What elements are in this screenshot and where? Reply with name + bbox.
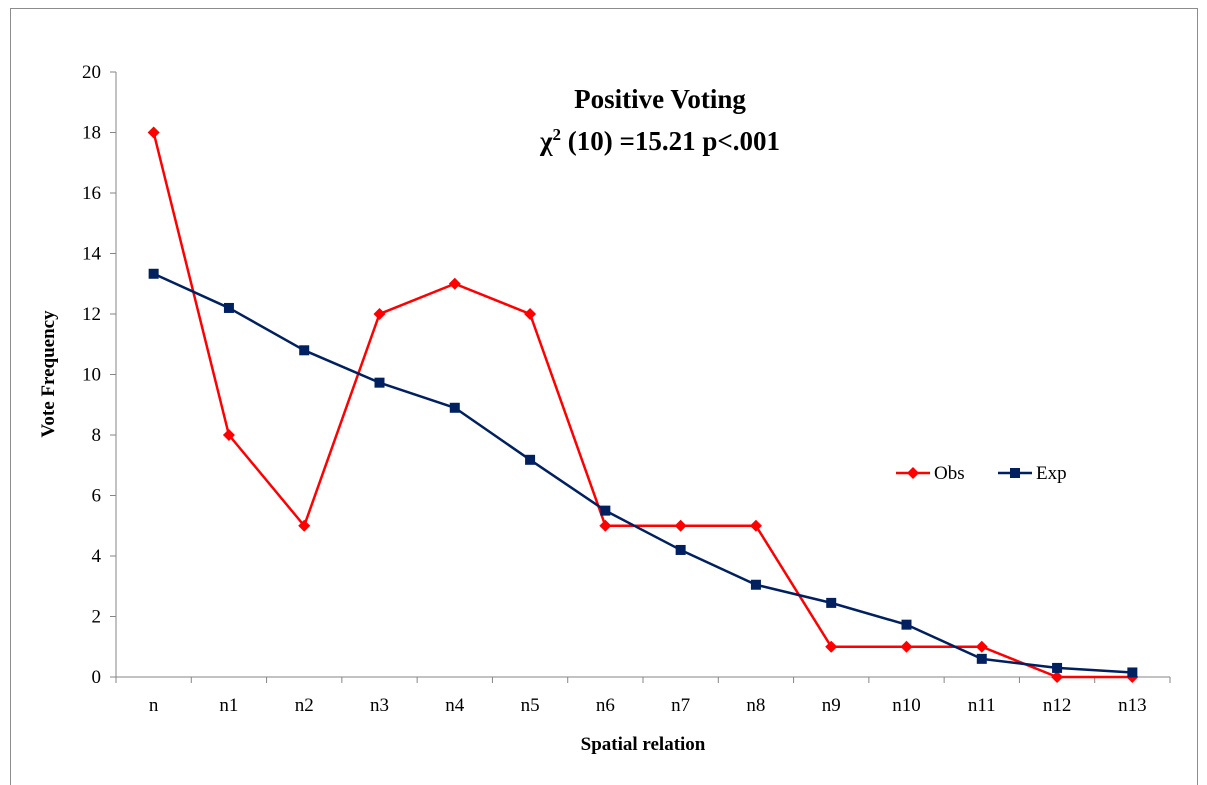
chart-title: Positive Voting [574,84,746,114]
y-tick-label: 4 [92,546,102,567]
x-tick-labels: n n1 n2 n3 n4 n5 n6 n7 n8 n9 n10 n11 n12 n13 [149,695,1147,716]
data-point-obs [373,308,386,320]
data-point-exp [976,653,987,664]
x-tick-label: n5 [521,695,540,716]
y-tick-label: 8 [92,425,102,446]
data-point-exp [600,505,611,516]
data-point-obs [222,429,235,441]
y-tick-label: 14 [82,244,102,265]
legend-label: Obs [934,463,965,484]
x-tick-label: n12 [1043,695,1072,716]
data-point-exp [148,268,159,279]
x-tick-label: n9 [822,695,841,716]
data-point-exp [750,579,761,590]
legend-marker [1010,468,1020,478]
data-point-obs [599,519,612,532]
data-point-obs [524,308,537,320]
data-point-obs [749,519,762,532]
series-obs [147,126,1139,683]
x-tick-label: n1 [219,695,238,716]
data-point-exp [374,377,385,388]
y-tick-label: 20 [82,62,101,83]
data-point-obs [147,126,160,139]
y-tick-label: 12 [82,304,101,325]
chart-subtitle: χ2 (10) =15.21 p<.001 [539,125,780,156]
x-tick-label: n4 [445,695,465,716]
legend-label: Exp [1036,463,1067,484]
y-tick-label: 6 [92,486,102,507]
y-tick-label: 0 [92,667,102,688]
data-point-exp [1052,662,1063,673]
data-point-exp [525,454,536,465]
data-point-obs [674,519,687,532]
x-tick-label: n13 [1118,695,1147,716]
y-tick-label: 16 [82,183,101,204]
data-point-obs [448,277,461,290]
data-point-exp [675,544,686,555]
chart-axes [110,71,1171,683]
x-tick-label: n3 [370,695,389,716]
legend-item-exp: Exp [998,463,1067,484]
y-tick-label: 10 [82,365,101,386]
data-point-exp [826,597,837,608]
y-tick-label: 18 [82,123,101,144]
data-point-exp [901,619,912,630]
legend: Obs Exp [896,463,1067,484]
series-exp [148,268,1138,678]
series-layer [147,126,1139,683]
x-tick-label: n8 [746,695,765,716]
data-point-obs [900,640,913,653]
y-tick-label: 2 [92,607,102,628]
data-point-obs [1051,671,1064,683]
x-tick-label: n11 [968,695,996,716]
data-point-exp [449,402,460,413]
x-tick-label: n [149,695,159,716]
x-tick-label: n7 [671,695,690,716]
x-tick-label: n6 [596,695,615,716]
x-tick-label: n10 [892,695,921,716]
series-line-exp [153,272,1133,674]
x-tick-label: n2 [295,695,314,716]
chart-frame [10,8,1198,785]
y-tick-labels: 0 2 4 6 8 10 12 14 16 18 20 [82,62,102,688]
data-point-obs [975,640,988,653]
legend-item-obs: Obs [896,463,965,484]
data-point-exp [299,345,310,356]
legend-marker [907,467,919,479]
data-point-obs [298,519,311,532]
data-point-obs [825,640,838,653]
y-axis-title: Vote Frequency [38,310,59,438]
data-point-exp [223,302,234,313]
data-point-exp [1127,667,1138,678]
series-line-obs [152,132,1133,679]
x-axis-title: Spatial relation [581,734,706,755]
